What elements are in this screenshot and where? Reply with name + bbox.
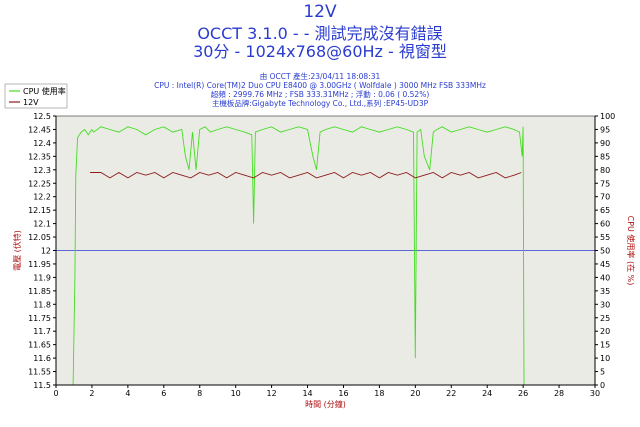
y2-tick-label: 70	[600, 193, 610, 202]
chart-title: 12V	[303, 2, 337, 22]
y-tick-label: 11.75	[28, 314, 51, 323]
y-tick-label: 11.6	[33, 354, 51, 363]
legend-label-cpu: CPU 使用率	[23, 86, 66, 96]
y2-tick-label: 85	[600, 152, 610, 161]
x-axis-label: 時間 (分鐘)	[305, 399, 346, 409]
y-tick-label: 12.3	[33, 166, 51, 175]
y-tick-label: 11.8	[33, 300, 51, 309]
info-overclock: 超頻 : 2999.76 MHz ; FSB 333.31MHz ; 浮動 : …	[210, 90, 430, 99]
y2-tick-label: 20	[600, 327, 610, 336]
legend: CPU 使用率 12V	[4, 83, 68, 109]
x-tick-label: 22	[446, 389, 456, 398]
legend-box	[4, 83, 68, 109]
y2-tick-label: 75	[600, 179, 610, 188]
y-tick-label: 12.05	[28, 233, 51, 242]
y2-tick-label: 35	[600, 287, 610, 296]
y-tick-label: 12.25	[28, 179, 51, 188]
y2-tick-label: 95	[600, 125, 610, 134]
x-tick-label: 30	[590, 389, 600, 398]
y-tick-label: 11.7	[33, 327, 51, 336]
y-tick-label: 11.55	[28, 368, 51, 377]
y2-tick-label: 80	[600, 166, 610, 175]
y-tick-label: 12.5	[33, 112, 51, 121]
x-tick-label: 4	[125, 389, 130, 398]
y2-tick-label: 25	[600, 314, 610, 323]
y2-tick-label: 30	[600, 300, 610, 309]
x-tick-label: 18	[374, 389, 384, 398]
x-tick-label: 8	[197, 389, 202, 398]
y2-tick-label: 0	[600, 381, 605, 390]
y2-tick-label: 50	[600, 247, 610, 256]
y2-tick-label: 90	[600, 139, 610, 148]
y-tick-label: 12.45	[28, 125, 51, 134]
info-cpu: CPU : Intel(R) Core(TM)2 Duo CPU E8400 @…	[154, 81, 486, 90]
series-line-1	[90, 171, 522, 179]
y-tick-label: 11.9	[33, 273, 51, 282]
y2-tick-label: 10	[600, 354, 610, 363]
x-tick-label: 24	[482, 389, 492, 398]
x-tick-label: 26	[518, 389, 528, 398]
x-tick-label: 20	[410, 389, 420, 398]
x-tick-label: 14	[302, 389, 312, 398]
y-tick-label: 11.5	[33, 381, 51, 390]
x-tick-label: 10	[231, 389, 241, 398]
x-tick-label: 6	[161, 389, 166, 398]
chart-subtitle: OCCT 3.1.0 - - 測試完成沒有錯誤	[197, 24, 443, 43]
chart-mode: 30分 - 1024x768@60Hz - 視窗型	[193, 42, 447, 61]
y-tick-label: 12.15	[28, 206, 51, 215]
y2-axis-label: CPU 使用率 (在 %)	[626, 216, 636, 286]
legend-label-12v: 12V	[23, 98, 39, 107]
y-tick-label: 12.35	[28, 152, 51, 161]
y2-tick-label: 60	[600, 220, 610, 229]
x-tick-label: 28	[554, 389, 564, 398]
x-tick-label: 0	[53, 389, 58, 398]
y-tick-label: 11.85	[28, 287, 51, 296]
y-tick-label: 11.65	[28, 341, 51, 350]
y-tick-label: 12	[41, 247, 51, 256]
y2-tick-label: 45	[600, 260, 610, 269]
y-tick-label: 12.4	[33, 139, 51, 148]
y-axis-label: 電壓 (伏特)	[12, 230, 22, 271]
y2-tick-label: 65	[600, 206, 610, 215]
y2-tick-label: 5	[600, 368, 605, 377]
info-generated: 由 OCCT 產生:23/04/11 18:08:31	[259, 72, 381, 81]
x-tick-label: 16	[338, 389, 348, 398]
series-line-0	[72, 126, 525, 386]
y2-tick-label: 40	[600, 273, 610, 282]
y2-tick-label: 55	[600, 233, 610, 242]
y-tick-label: 11.95	[28, 260, 51, 269]
x-tick-label: 2	[89, 389, 94, 398]
y2-tick-label: 15	[600, 341, 610, 350]
y2-tick-label: 100	[600, 112, 615, 121]
x-tick-label: 12	[267, 389, 277, 398]
info-motherboard: 主機板品牌:Gigabyte Technology Co., Ltd.,系列 :…	[211, 99, 429, 108]
y-tick-label: 12.2	[33, 193, 51, 202]
y-tick-label: 12.1	[33, 220, 51, 229]
